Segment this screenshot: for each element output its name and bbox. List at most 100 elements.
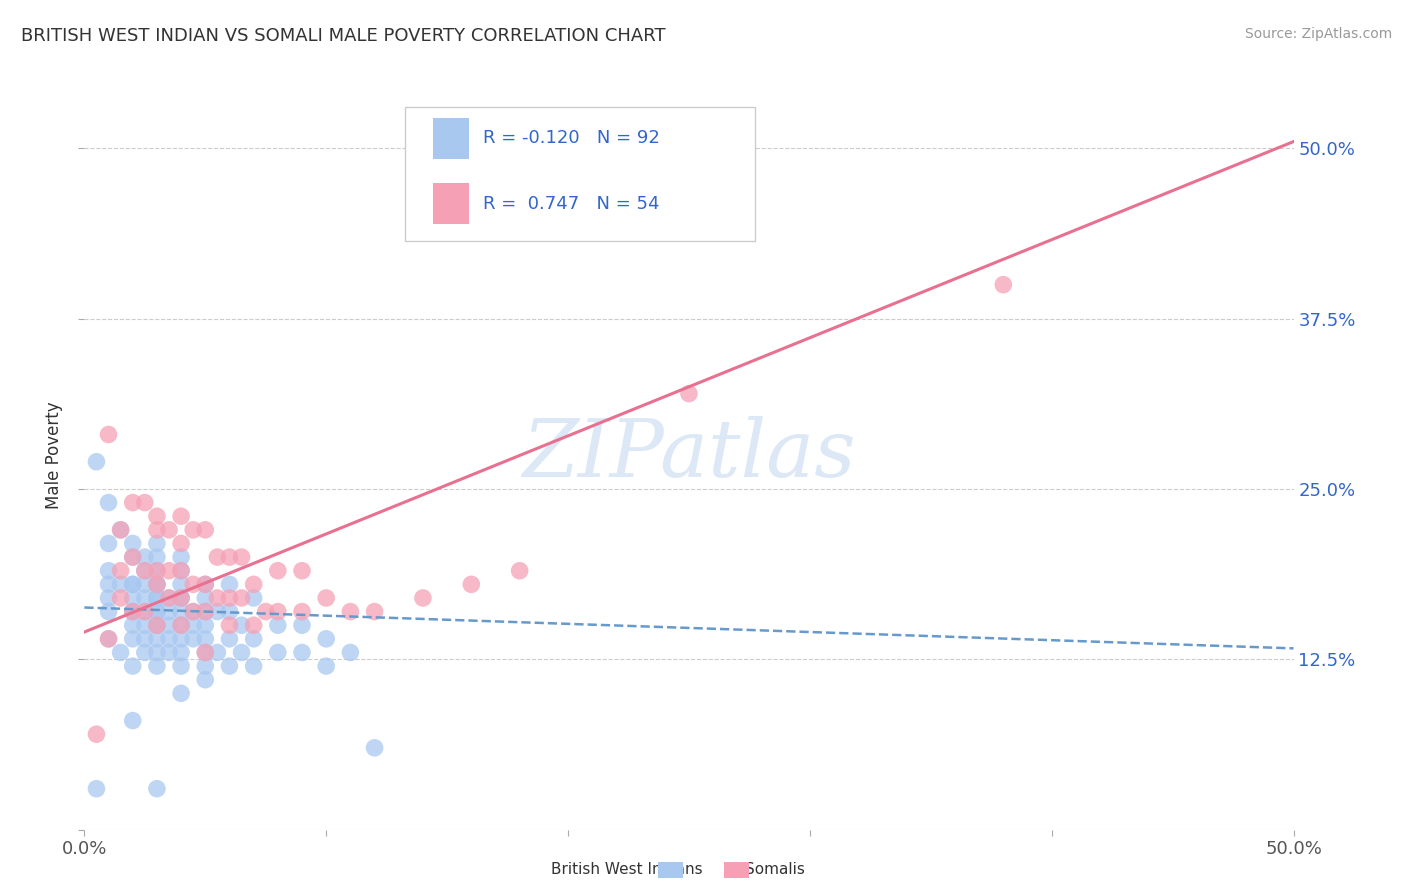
Point: [146, 577, 169, 591]
Bar: [433, 183, 468, 224]
Point: [170, 536, 193, 550]
Bar: [433, 118, 468, 159]
Point: [231, 550, 253, 565]
Point: [86, 455, 108, 469]
Point: [157, 645, 180, 659]
Point: [267, 564, 290, 578]
Point: [194, 605, 217, 619]
Text: Source: ZipAtlas.com: Source: ZipAtlas.com: [1244, 27, 1392, 41]
Point: [146, 577, 169, 591]
Point: [315, 632, 337, 646]
Point: [181, 577, 204, 591]
Point: [134, 577, 156, 591]
Point: [170, 605, 193, 619]
Point: [121, 714, 143, 728]
Point: [146, 536, 169, 550]
Point: [207, 550, 229, 565]
Point: [194, 645, 217, 659]
Point: [194, 645, 217, 659]
Point: [157, 632, 180, 646]
Point: [121, 495, 143, 509]
Point: [218, 659, 240, 673]
Point: [194, 591, 217, 605]
Point: [157, 564, 180, 578]
Point: [110, 564, 132, 578]
Point: [315, 591, 337, 605]
Point: [218, 577, 240, 591]
Point: [207, 645, 229, 659]
Point: [291, 618, 314, 632]
Point: [86, 781, 108, 796]
Point: [363, 740, 385, 755]
Point: [97, 591, 120, 605]
Point: [121, 577, 143, 591]
Point: [97, 577, 120, 591]
Point: [194, 577, 217, 591]
Point: [242, 577, 264, 591]
Point: [412, 591, 434, 605]
Point: [97, 632, 120, 646]
Point: [157, 605, 180, 619]
Text: BRITISH WEST INDIAN VS SOMALI MALE POVERTY CORRELATION CHART: BRITISH WEST INDIAN VS SOMALI MALE POVER…: [21, 27, 665, 45]
Point: [242, 632, 264, 646]
Point: [181, 523, 204, 537]
Point: [110, 523, 132, 537]
Point: [267, 645, 290, 659]
Point: [181, 605, 204, 619]
Point: [146, 605, 169, 619]
Point: [134, 495, 156, 509]
Point: [134, 564, 156, 578]
Point: [146, 591, 169, 605]
Point: [157, 523, 180, 537]
Point: [170, 591, 193, 605]
Point: [121, 605, 143, 619]
Point: [146, 564, 169, 578]
Point: [170, 564, 193, 578]
Point: [267, 618, 290, 632]
Text: Somalis: Somalis: [745, 863, 806, 877]
Point: [134, 645, 156, 659]
Point: [181, 618, 204, 632]
Point: [146, 550, 169, 565]
Point: [146, 659, 169, 673]
Point: [170, 618, 193, 632]
Point: [170, 591, 193, 605]
Point: [146, 618, 169, 632]
Point: [170, 618, 193, 632]
Point: [231, 645, 253, 659]
FancyBboxPatch shape: [405, 106, 755, 242]
Point: [146, 632, 169, 646]
Point: [146, 523, 169, 537]
Point: [146, 509, 169, 524]
Point: [194, 523, 217, 537]
Point: [170, 577, 193, 591]
Point: [207, 605, 229, 619]
Point: [363, 605, 385, 619]
Point: [291, 605, 314, 619]
Point: [194, 673, 217, 687]
Point: [170, 564, 193, 578]
Point: [146, 618, 169, 632]
Point: [121, 591, 143, 605]
Point: [194, 577, 217, 591]
Point: [339, 605, 361, 619]
Point: [97, 495, 120, 509]
Point: [146, 591, 169, 605]
Point: [181, 605, 204, 619]
Point: [121, 550, 143, 565]
Point: [121, 536, 143, 550]
Point: [194, 632, 217, 646]
Point: [97, 564, 120, 578]
Y-axis label: Male Poverty: Male Poverty: [45, 401, 63, 508]
Point: [97, 632, 120, 646]
Point: [134, 564, 156, 578]
Point: [194, 605, 217, 619]
Point: [146, 645, 169, 659]
Point: [134, 618, 156, 632]
Point: [110, 523, 132, 537]
Point: [170, 645, 193, 659]
Text: British West Indians: British West Indians: [551, 863, 703, 877]
Point: [678, 386, 700, 401]
Point: [97, 605, 120, 619]
Point: [110, 645, 132, 659]
